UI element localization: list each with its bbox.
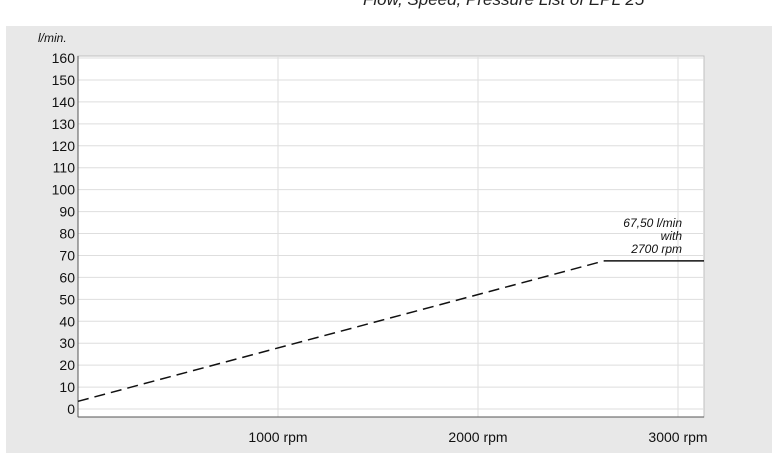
series-layer xyxy=(77,260,704,403)
y-tick-label: 150 xyxy=(52,72,76,88)
y-tick-label: 160 xyxy=(52,50,76,66)
plot-area xyxy=(77,55,705,418)
y-tick-label: 20 xyxy=(59,357,75,373)
y-tick-label: 30 xyxy=(59,335,75,351)
x-tick-label: 3000 rpm xyxy=(648,429,707,445)
grid-lines xyxy=(78,56,704,417)
annotation-line: 2700 rpm xyxy=(630,242,682,256)
y-axis-unit-label: l/min. xyxy=(38,31,67,45)
y-tick-label: 90 xyxy=(59,204,75,220)
y-tick-label: 40 xyxy=(59,313,75,329)
flow-line-dashed xyxy=(77,260,605,403)
axes xyxy=(77,56,704,418)
y-tick-label: 120 xyxy=(52,138,76,154)
chart-title: Flow, Speed, Pressure List of EPL 25 xyxy=(363,0,644,10)
tick-labels: 0 10 20 30 40 50 60 70 80 90 100 110 120 130 140 150 160… xyxy=(38,31,708,445)
y-tick-label: 100 xyxy=(52,182,76,198)
y-tick-label: 0 xyxy=(67,401,75,417)
y-tick-label: 140 xyxy=(52,94,76,110)
x-tick-label: 2000 rpm xyxy=(448,429,507,445)
y-tick-label: 110 xyxy=(53,160,76,176)
y-tick-label: 60 xyxy=(59,269,75,285)
y-tick-label: 10 xyxy=(59,379,75,395)
annotation-line: with xyxy=(661,229,683,243)
annotation-line: 67,50 l/min xyxy=(623,216,682,230)
y-tick-label: 130 xyxy=(52,116,76,132)
y-tick-label: 70 xyxy=(59,247,75,263)
x-tick-label: 1000 rpm xyxy=(248,429,307,445)
y-tick-label: 80 xyxy=(59,226,75,242)
y-tick-label: 50 xyxy=(59,291,75,307)
